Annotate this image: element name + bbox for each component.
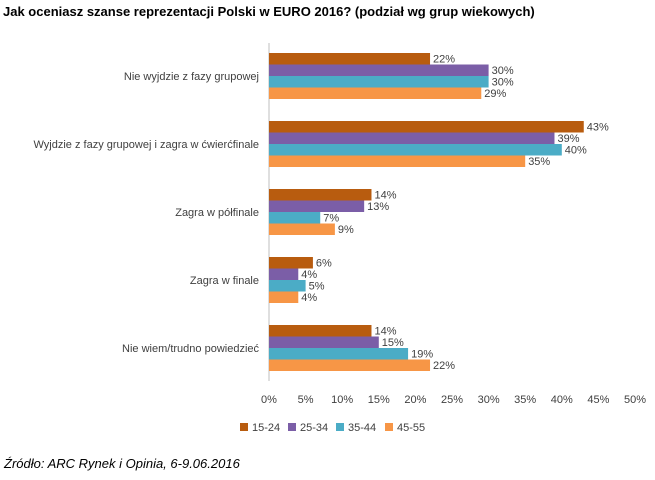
bar [269,76,489,88]
bar [269,200,365,212]
data-label: 4% [301,269,317,281]
bar [269,223,335,235]
bar [269,325,372,337]
legend-swatch [288,423,296,431]
bar [269,121,584,133]
category-label: Zagra w finale [190,275,259,287]
bar [269,155,526,167]
bar [269,212,321,224]
data-label: 40% [565,145,587,157]
data-label: 29% [484,88,506,100]
x-tick-label: 40% [551,394,573,406]
x-tick-label: 25% [441,394,463,406]
data-label: 15% [382,337,404,349]
data-label: 5% [309,281,325,293]
bar [269,336,379,348]
bar [269,132,555,144]
x-tick-label: 30% [478,394,500,406]
data-label: 35% [528,156,550,168]
x-tick-label: 35% [514,394,536,406]
category-label: Wyjdzie z fazy grupowej i zagra w ćwierć… [34,139,259,151]
legend-label: 25-34 [300,422,328,434]
data-label: 39% [557,133,579,145]
data-label: 30% [492,65,514,77]
x-tick-label: 0% [261,394,277,406]
source-note: Źródło: ARC Rynek i Opinia, 6-9.06.2016 [4,456,240,471]
bar [269,189,372,201]
data-label: 43% [587,122,609,134]
bar [269,144,562,156]
data-label: 14% [374,326,396,338]
bar [269,268,299,280]
bar [269,359,431,371]
category-label: Nie wyjdzie z fazy grupowej [124,71,259,83]
bar [269,257,313,269]
bar [269,291,299,303]
bar [269,280,306,292]
data-label: 30% [492,77,514,89]
x-tick-label: 45% [587,394,609,406]
legend-swatch [385,423,393,431]
legend-label: 15-24 [252,422,280,434]
legend-label: 45-55 [397,422,425,434]
chart-title: Jak oceniasz szanse reprezentacji Polski… [3,4,535,19]
data-label: 13% [367,201,389,213]
legend-label: 35-44 [348,422,376,434]
x-tick-label: 10% [331,394,353,406]
data-label: 9% [338,224,354,236]
data-label: 19% [411,349,433,361]
bar [269,64,489,76]
data-label: 7% [323,213,339,225]
data-label: 6% [316,258,332,270]
data-label: 14% [374,190,396,202]
x-tick-label: 5% [298,394,314,406]
data-label: 22% [433,54,455,66]
data-label: 4% [301,292,317,304]
category-label: Zagra w półfinale [175,207,259,219]
bar [269,87,482,99]
x-tick-label: 15% [368,394,390,406]
bar [269,53,431,65]
x-tick-label: 20% [404,394,426,406]
legend-swatch [336,423,344,431]
x-tick-label: 50% [624,394,646,406]
bar [269,348,409,360]
data-label: 22% [433,360,455,372]
legend-swatch [240,423,248,431]
category-label: Nie wiem/trudno powiedzieć [122,343,259,355]
